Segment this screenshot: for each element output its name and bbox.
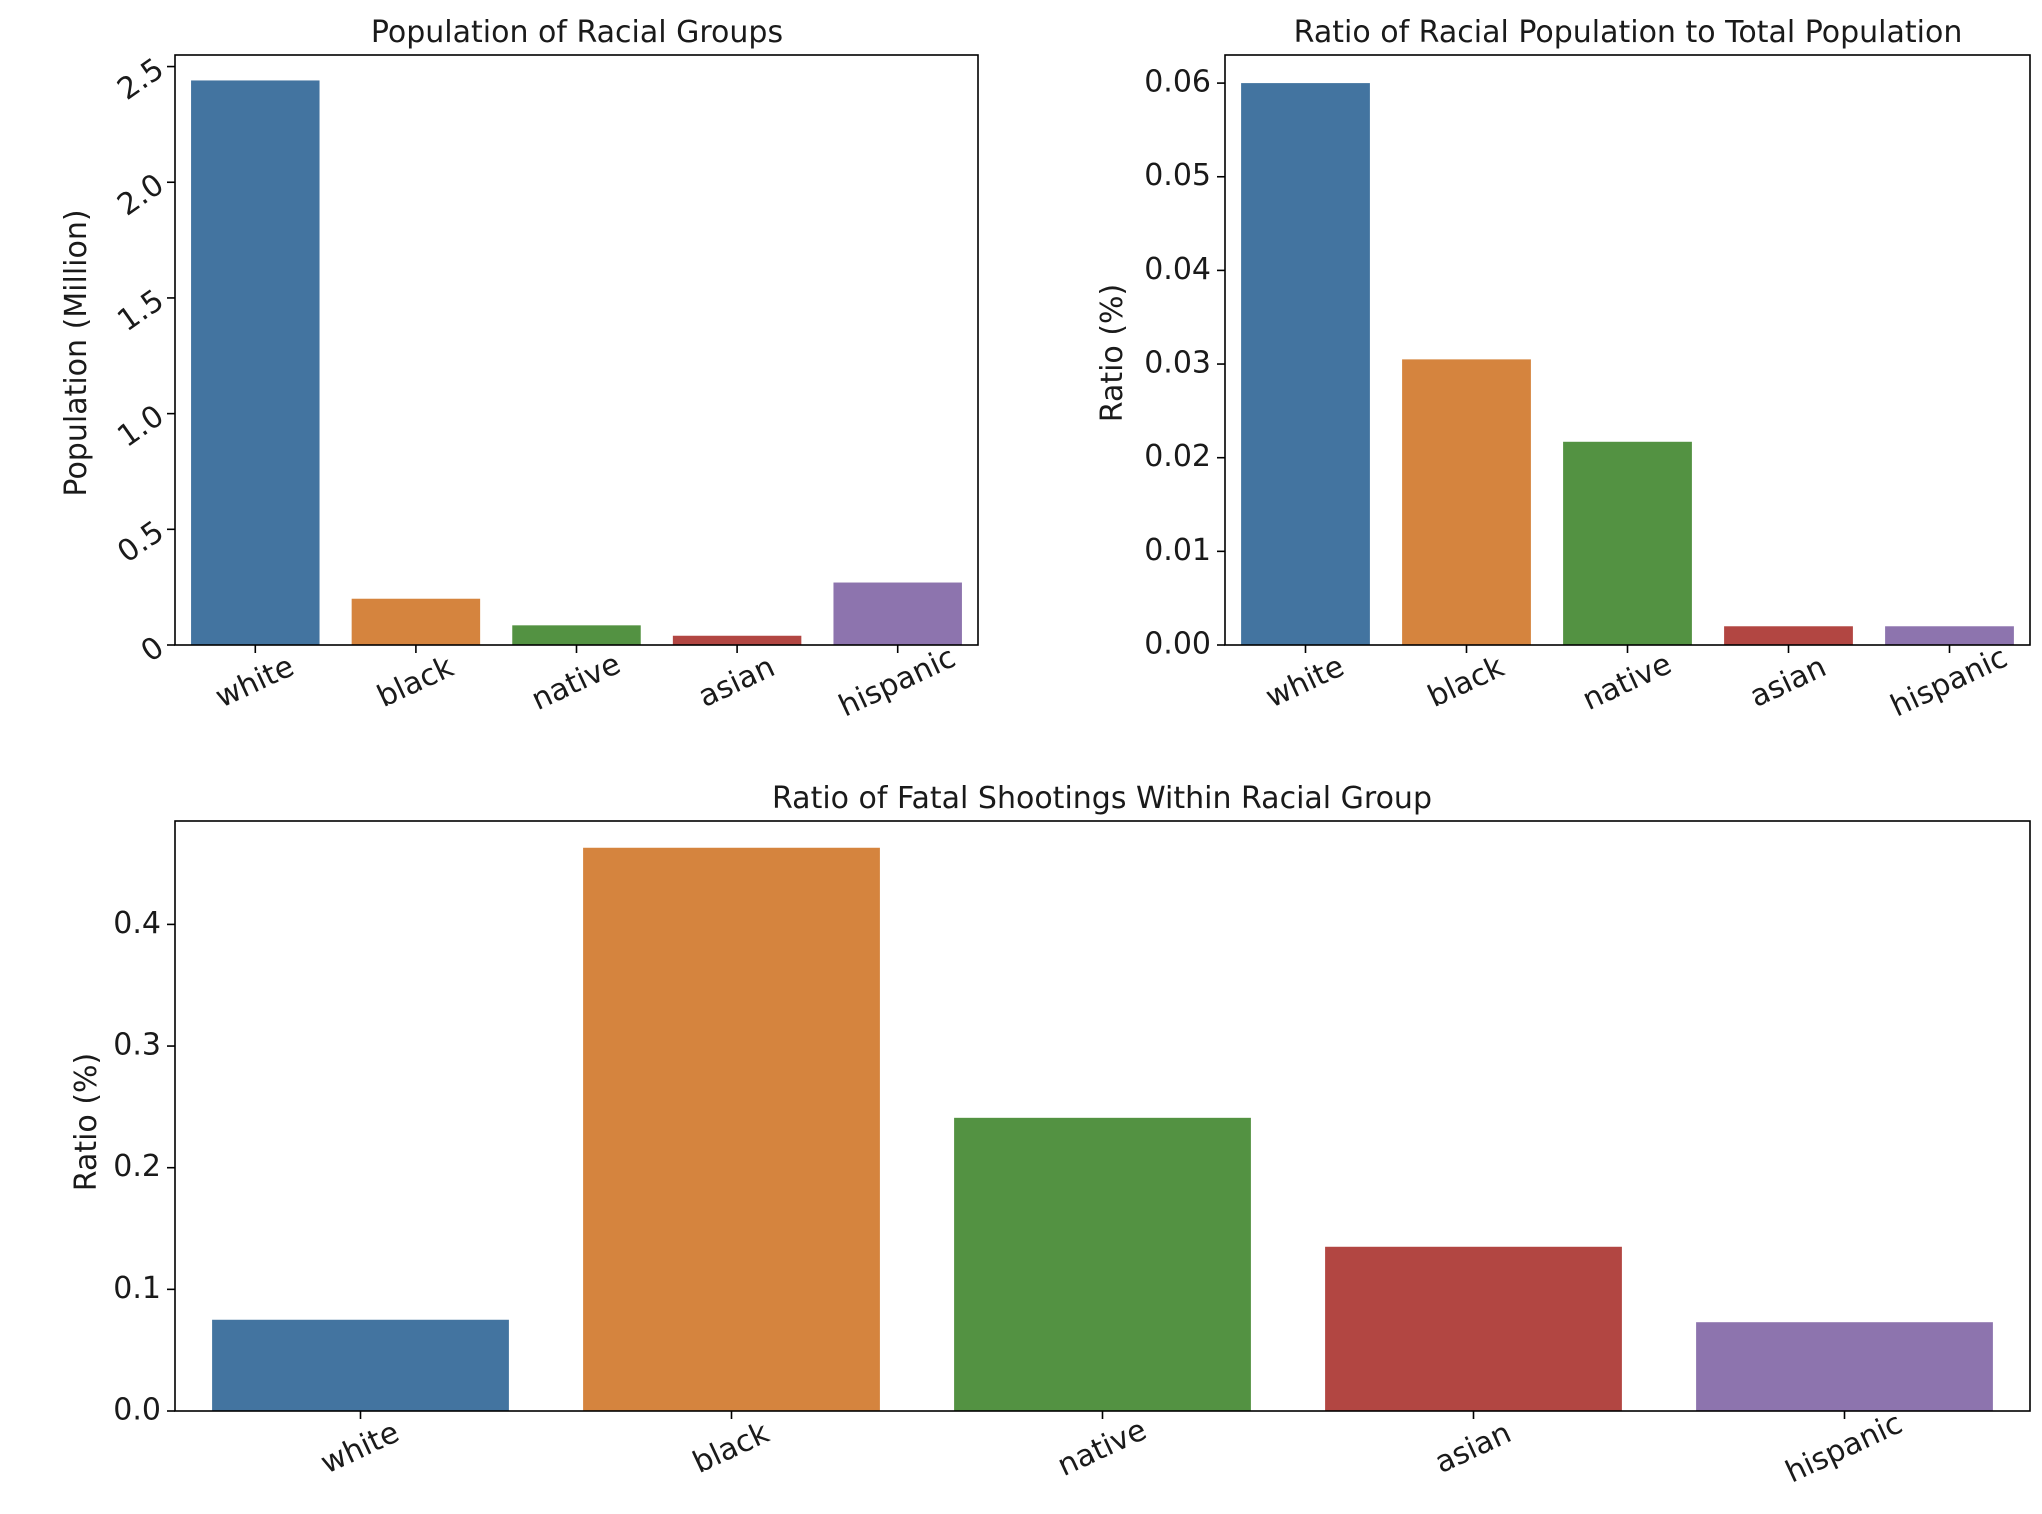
bar-black — [583, 847, 880, 1411]
y-tick-label: 0.04 — [1144, 252, 1211, 287]
bar-group — [1241, 83, 2014, 646]
x-tick-label: black — [688, 1415, 776, 1481]
x-tick-label: native — [1052, 1412, 1152, 1483]
y-tick-label: 0.0 — [113, 1393, 161, 1428]
y-tick-label: 0.2 — [113, 1149, 161, 1184]
x-tick-label: black — [1423, 649, 1511, 715]
x-tick-label: white — [210, 649, 299, 715]
chart-title: Ratio of Racial Population to Total Popu… — [1294, 15, 1963, 50]
y-tick-label: 0.3 — [113, 1028, 161, 1063]
x-tick-label: white — [315, 1415, 404, 1481]
bar-native — [512, 625, 641, 645]
x-tick-label: white — [1260, 649, 1349, 715]
y-tick-label: 0.4 — [113, 906, 161, 941]
bar-black — [351, 598, 481, 645]
y-tick-label: 0.05 — [1144, 158, 1211, 193]
bar-asian — [672, 635, 802, 645]
bar-white — [1241, 83, 1370, 646]
axes-frame — [1224, 54, 2031, 646]
bar-native — [954, 1117, 1251, 1411]
y-axis-label: Ratio (%) — [69, 1053, 104, 1191]
bar-native — [1563, 441, 1692, 645]
bar-group — [212, 847, 1993, 1411]
y-tick-label: 0.03 — [1144, 346, 1211, 381]
bar-group — [191, 80, 962, 645]
y-axis-label: Ratio (%) — [1095, 284, 1130, 422]
chart-ratio-fatal-shootings: Ratio of Fatal Shootings Within Racial G… — [69, 781, 2031, 1490]
x-tick-label: asian — [1745, 649, 1832, 714]
y-tick-label: 0.01 — [1144, 533, 1211, 568]
y-tick-label: 2.0 — [111, 167, 170, 223]
axes-frame — [174, 54, 979, 646]
chart-title: Ratio of Fatal Shootings Within Racial G… — [772, 781, 1432, 816]
x-tick-label: native — [1577, 646, 1677, 717]
chart-ratio-racial-population: Ratio of Racial Population to Total Popu… — [1095, 15, 2031, 724]
y-axis-label: Population (Million) — [59, 209, 94, 496]
axes-frame — [174, 820, 2031, 1412]
y-tick-label: 1.5 — [111, 283, 170, 339]
y-tick-label: 0.02 — [1144, 439, 1211, 474]
bar-hispanic — [833, 582, 962, 645]
x-tick-label: native — [526, 646, 626, 717]
bar-hispanic — [1885, 626, 2014, 645]
chart-population-racial-groups: Population of Racial Groups Population (… — [59, 15, 979, 724]
bar-asian — [1325, 1246, 1622, 1411]
x-tick-label: black — [372, 649, 460, 715]
bar-white — [191, 80, 320, 645]
y-tick-label: 2.5 — [111, 51, 170, 107]
chart-title: Population of Racial Groups — [371, 15, 783, 50]
bar-asian — [1724, 626, 1853, 645]
y-tick-label: 0.1 — [113, 1271, 161, 1306]
y-tick-label: 0 — [135, 630, 171, 670]
y-tick-label: 0.5 — [111, 514, 170, 570]
x-tick-label: asian — [1430, 1415, 1517, 1480]
y-tick-label: 0.06 — [1144, 65, 1211, 100]
x-tick-label: asian — [693, 649, 780, 714]
y-tick-label: 1.0 — [111, 398, 170, 454]
bar-white — [212, 1319, 509, 1411]
bar-hispanic — [1696, 1322, 1993, 1411]
bar-black — [1402, 359, 1531, 645]
y-tick-label: 0.00 — [1144, 627, 1211, 662]
